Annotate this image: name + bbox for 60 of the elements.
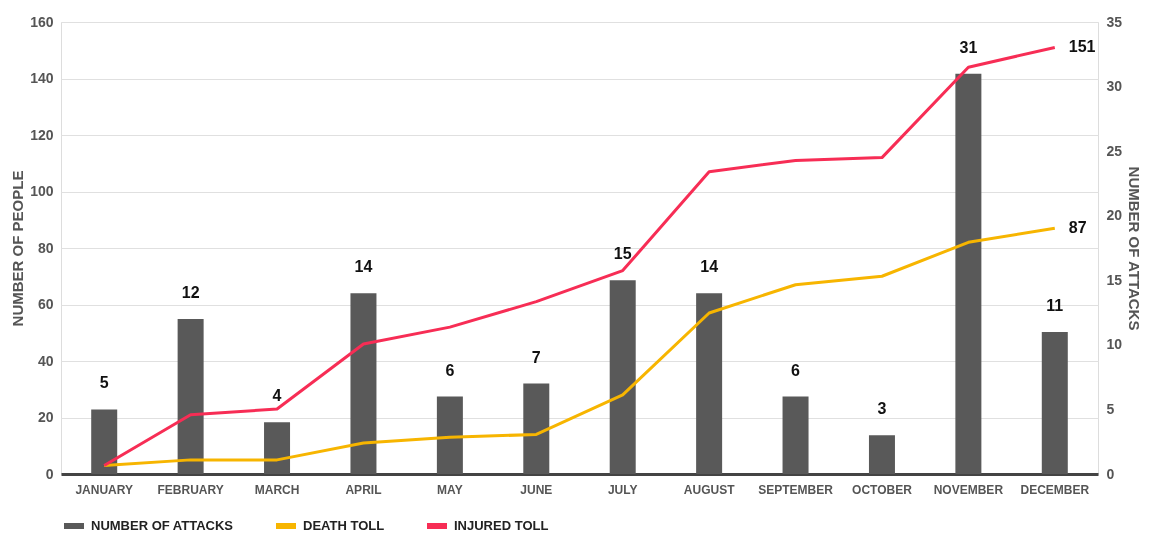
- y-tick-label: 80: [37, 239, 54, 256]
- bar: [436, 396, 463, 474]
- data-label: 15: [613, 245, 632, 263]
- data-label: 14: [354, 258, 373, 276]
- bar: [868, 435, 895, 474]
- x-tick-label: NOVEMBER: [933, 482, 1004, 497]
- legend-label: DEATH TOLL: [303, 518, 385, 533]
- data-label: 5: [99, 374, 109, 392]
- y2-tick-label: 25: [1106, 142, 1123, 159]
- x-tick-label: MARCH: [254, 482, 300, 497]
- data-label: 7: [531, 348, 541, 366]
- y-tick-label: 120: [30, 126, 54, 143]
- bar: [955, 73, 982, 474]
- y-tick-label: 160: [30, 13, 54, 30]
- data-label: 12: [181, 284, 200, 302]
- data-label: 4: [272, 387, 282, 405]
- data-label: 14: [700, 258, 719, 276]
- x-tick-label: APRIL: [345, 482, 382, 497]
- y2-tick-label: 5: [1106, 400, 1115, 417]
- bar: [523, 383, 550, 474]
- x-tick-label: OCTOBER: [852, 482, 913, 497]
- y2-tick-label: 20: [1106, 207, 1123, 224]
- y-axis-title: NUMBER OF PEOPLE: [9, 170, 27, 327]
- bar: [350, 293, 377, 474]
- y-tick-label: 60: [37, 296, 54, 312]
- x-tick-label: FEBRUARY: [157, 482, 224, 497]
- data-label: 87: [1068, 219, 1087, 237]
- x-tick-label: AUGUST: [683, 482, 736, 497]
- x-tick-label: JANUARY: [75, 482, 133, 497]
- data-label: 3: [877, 400, 887, 418]
- data-label: 6: [445, 361, 455, 379]
- bar: [782, 396, 809, 474]
- y-tick-label: 40: [37, 352, 54, 369]
- y2-tick-label: 0: [1106, 465, 1115, 482]
- y2-axis-title: NUMBER OF ATTACKS: [1126, 166, 1144, 331]
- legend-label: INJURED TOLL: [454, 518, 549, 533]
- bar: [1041, 331, 1068, 474]
- legend-label: NUMBER OF ATTACKS: [91, 518, 234, 533]
- y2-tick-label: 35: [1106, 13, 1123, 30]
- y2-tick-label: 15: [1106, 271, 1123, 288]
- data-label: 6: [791, 361, 801, 379]
- bar: [696, 293, 723, 474]
- bar: [177, 319, 204, 474]
- bar: [609, 280, 636, 474]
- data-label: 151: [1068, 38, 1096, 56]
- data-label: 31: [959, 38, 978, 56]
- y2-tick-label: 30: [1106, 78, 1123, 95]
- x-tick-label: JUNE: [520, 482, 553, 497]
- y-tick-label: 140: [30, 70, 54, 86]
- x-tick-label: DECEMBER: [1020, 482, 1090, 497]
- y-tick-label: 100: [30, 183, 54, 199]
- x-tick-label: JULY: [607, 482, 638, 497]
- bar: [264, 422, 291, 474]
- x-tick-label: SEPTEMBER: [758, 482, 834, 497]
- y-tick-label: 0: [45, 465, 54, 482]
- y-tick-label: 20: [37, 409, 54, 425]
- x-tick-label: MAY: [437, 482, 463, 497]
- data-label: 11: [1046, 296, 1064, 314]
- bar: [91, 409, 118, 474]
- y2-tick-label: 10: [1106, 336, 1123, 353]
